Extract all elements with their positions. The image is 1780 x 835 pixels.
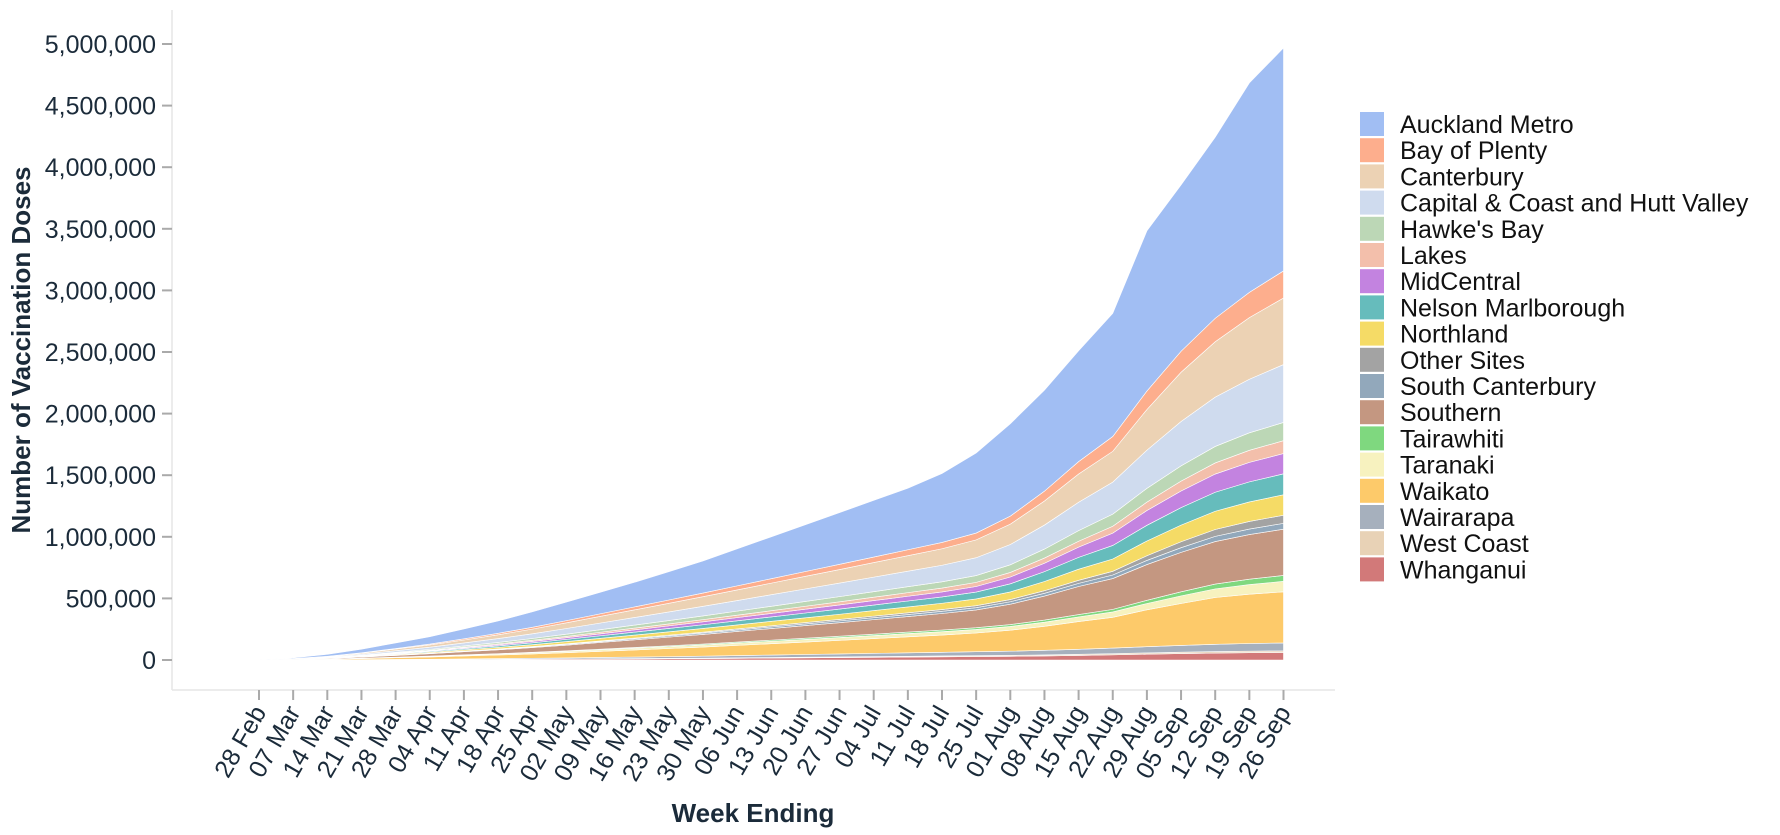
legend-label-other-sites: Other Sites [1400,347,1525,375]
y-axis: 0 500,000 1,000,000 1,500,000 2,000,000 2,500… [45,31,172,675]
x-axis-title: Week Ending [672,798,835,828]
legend-swatch-capital-coast-and-hutt-valley [1360,190,1384,215]
legend-label-west-coast: West Coast [1400,530,1529,558]
legend-label-capital-coast-and-hutt-valley: Capital & Coast and Hutt Valley [1400,190,1749,218]
legend-label-bay-of-plenty: Bay of Plenty [1400,137,1548,165]
y-tick-label: 3,000,000 [45,277,156,305]
legend-label-nelson-marlborough: Nelson Marlborough [1400,294,1625,322]
y-tick-label: 2,000,000 [45,401,156,429]
y-tick-label: 500,000 [66,585,156,613]
legend-label-southern: Southern [1400,399,1501,427]
legend-swatch-whanganui [1360,557,1384,582]
legend-swatch-wairarapa [1360,505,1384,529]
legend-label-south-canterbury: South Canterbury [1400,373,1596,401]
legend-swatch-midcentral [1360,269,1384,294]
y-tick-label: 4,500,000 [45,93,156,121]
legend-swatch-canterbury [1360,164,1384,189]
legend-swatch-tairawhiti [1360,426,1384,451]
legend-label-waikato: Waikato [1400,478,1489,506]
legend-swatch-waikato [1360,478,1384,503]
legend-label-tairawhiti: Tairawhiti [1400,425,1504,453]
legend-label-wairarapa: Wairarapa [1400,504,1514,532]
legend-label-taranaki: Taranaki [1400,452,1495,480]
area-series-auckland-metro [258,47,1284,661]
legend-label-lakes: Lakes [1400,242,1467,270]
legend-label-midcentral: MidCentral [1400,268,1521,296]
legend-swatch-hawke-s-bay [1360,216,1384,241]
legend-swatch-lakes [1360,243,1384,267]
legend-swatch-south-canterbury [1360,374,1384,398]
legend-label-northland: Northland [1400,321,1508,349]
area-layer [258,47,1284,661]
legend-swatch-nelson-marlborough [1360,295,1384,320]
legend-label-whanganui: Whanganui [1400,556,1526,584]
y-tick-label: 1,000,000 [45,524,156,552]
y-axis-title: Number of Vaccination Doses [6,167,36,534]
legend-swatch-other-sites [1360,347,1384,372]
y-tick-label: 0 [142,647,156,675]
y-tick-label: 3,500,000 [45,216,156,244]
legend-swatch-northland [1360,321,1384,346]
y-tick-label: 4,000,000 [45,154,156,182]
legend-swatch-auckland-metro [1360,112,1384,136]
legend-label-auckland-metro: Auckland Metro [1400,111,1574,139]
legend-label-hawke-s-bay: Hawke's Bay [1400,216,1544,244]
legend-swatch-bay-of-plenty [1360,138,1384,163]
legend-label-canterbury: Canterbury [1400,163,1524,191]
y-tick-label: 5,000,000 [45,31,156,59]
legend-swatch-west-coast [1360,531,1384,556]
y-tick-label: 2,500,000 [45,339,156,367]
legend-swatch-taranaki [1360,452,1384,477]
y-tick-label: 1,500,000 [45,462,156,490]
legend-swatch-southern [1360,400,1384,425]
